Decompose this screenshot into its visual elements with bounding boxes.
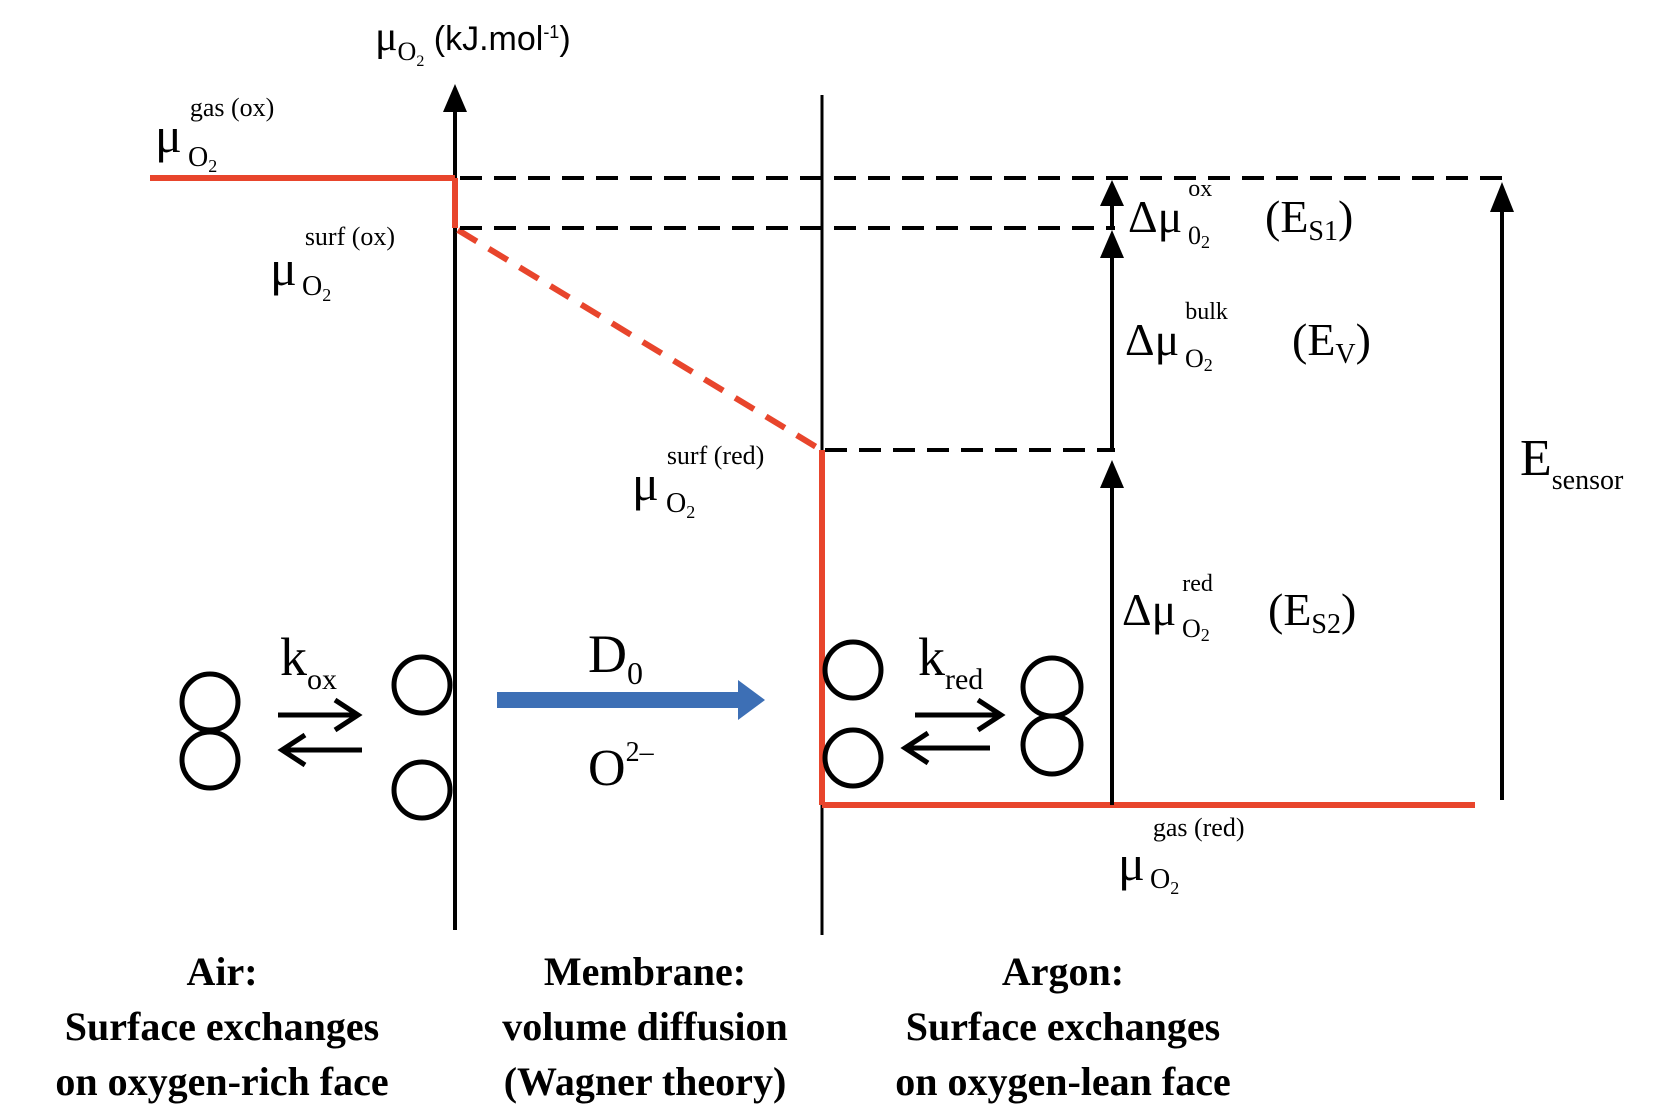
svg-text:Air:: Air: — [186, 949, 257, 994]
potential-axis-arrowhead — [443, 84, 467, 112]
caption-membrane: Membrane: volume diffusion (Wagner theor… — [502, 949, 788, 1104]
adsorbed-oxygen-air-side — [391, 654, 453, 821]
axis-title: μO2 (kJ.mol-1) — [375, 14, 571, 70]
svg-text:Surface exchanges: Surface exchanges — [65, 1004, 379, 1049]
svg-text:Membrane:: Membrane: — [544, 949, 746, 994]
svg-text:(Wagner theory): (Wagner theory) — [504, 1059, 787, 1104]
oxide-ion-label: O2– — [588, 737, 655, 797]
caption-air: Air: Surface exchanges on oxygen-rich fa… — [55, 949, 388, 1104]
mu-gas-red-label: μgas (red) O2 — [1118, 813, 1245, 898]
d0-label: D0 — [588, 624, 643, 691]
k-ox-label: kox — [280, 627, 337, 696]
delta-mu-bulk-label: Δμbulk O2 (EV) — [1125, 299, 1371, 375]
mu-gas-ox-label: μ gas (ox) O2 — [155, 93, 274, 176]
mu-surf-ox-label: μsurf (ox) O2 — [270, 222, 395, 305]
svg-text:on oxygen-lean face: on oxygen-lean face — [895, 1059, 1231, 1104]
exchange-arrows-red — [900, 697, 1006, 766]
svg-text:Argon:: Argon: — [1002, 949, 1124, 994]
svg-text:Surface exchanges: Surface exchanges — [906, 1004, 1220, 1049]
delta-mu-red-label: Δμ red O2 (ES2) — [1122, 571, 1356, 645]
delta-mu-ox-label: Δμox 02 (ES1) — [1128, 176, 1353, 252]
diffusion-arrow — [497, 680, 765, 720]
k-red-label: kred — [918, 627, 983, 696]
adsorbed-oxygen-argon-side — [822, 639, 884, 789]
svg-text:on oxygen-rich face: on oxygen-rich face — [55, 1059, 388, 1104]
gas-o2-molecule-argon — [1020, 655, 1084, 777]
gas-o2-molecule-air — [179, 671, 241, 791]
mu-surf-red-label: μ surf (red) O2 — [632, 441, 764, 522]
e-sensor-label: Esensor — [1520, 430, 1624, 496]
caption-argon: Argon: Surface exchanges on oxygen-lean … — [895, 949, 1231, 1104]
exchange-arrows-ox — [277, 697, 363, 768]
potential-profile — [150, 175, 1475, 808]
svg-text:volume diffusion: volume diffusion — [502, 1004, 788, 1049]
bulk-gradient-line — [456, 227, 820, 451]
